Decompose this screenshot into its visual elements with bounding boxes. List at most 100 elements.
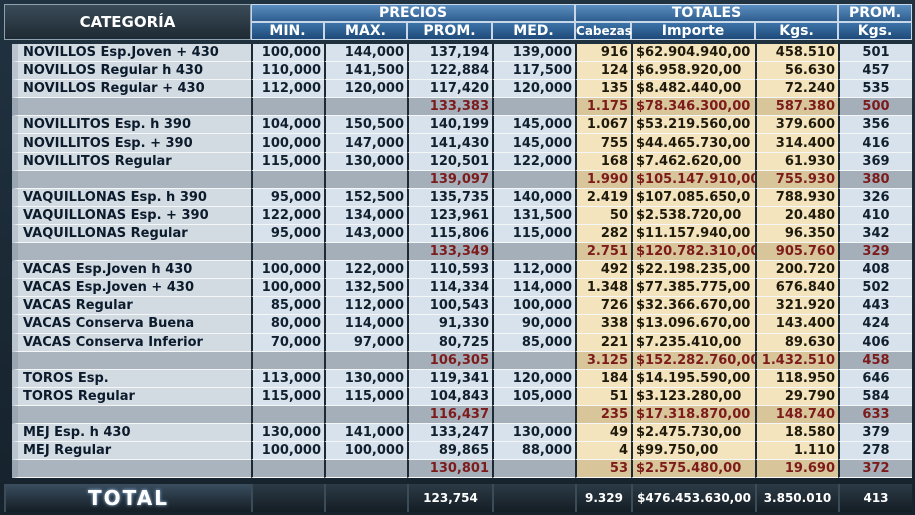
- cell-importe: $6.958.920,00: [631, 62, 755, 81]
- table-row: MEJ Regular 100,000 100,000 89,865 88,000 4 $9…: [12, 442, 912, 461]
- cell-max: [324, 405, 407, 424]
- cell-prom-kgs: 443: [838, 297, 912, 316]
- cell-cabezas: 184: [575, 369, 631, 388]
- cell-prom-kgs: 584: [838, 387, 912, 406]
- cell-kgs: 755.930: [755, 170, 838, 189]
- cell-prom-kgs: 372: [838, 460, 912, 479]
- cell-min: [251, 460, 324, 479]
- cell-cabezas: 1.990: [575, 170, 631, 189]
- cell-prom-kgs: 502: [838, 279, 912, 298]
- cell-cabezas: 51: [575, 387, 631, 406]
- cell-med: 115,000: [492, 224, 575, 244]
- cell-max: [324, 460, 407, 479]
- total-label: TOTAL: [4, 484, 251, 512]
- cell-min: 95,000: [251, 188, 324, 207]
- cell-categoria: MEJ Esp. h 430: [12, 423, 251, 443]
- cell-prom: 139,097: [407, 170, 492, 189]
- table-header: CATEGORÍA PRECIOS TOTALES PROM. MIN. MAX…: [4, 4, 913, 40]
- cell-prom: 100,543: [407, 297, 492, 316]
- cell-categoria: VACAS Conserva Buena: [12, 315, 251, 334]
- cell-prom: 115,806: [407, 224, 492, 244]
- cell-importe: $99.750,00: [631, 442, 755, 461]
- cell-max: 130,000: [324, 152, 407, 171]
- cell-cabezas: 916: [575, 44, 631, 63]
- cell-med: [492, 405, 575, 424]
- cell-prom-kgs: 424: [838, 315, 912, 334]
- cell-prom: 119,341: [407, 369, 492, 388]
- cell-med: [492, 170, 575, 189]
- cell-categoria: VAQUILLONAS Esp. + 390: [12, 206, 251, 225]
- table-row: NOVILLITOS Esp. + 390 100,000 147,000 141,4…: [12, 134, 912, 153]
- cell-importe: $7.462.620,00: [631, 152, 755, 171]
- cell-min: 100,000: [251, 442, 324, 461]
- cell-prom-kgs: 278: [838, 442, 912, 461]
- table-row: VACAS Conserva Buena 80,000 114,000 91,330 9…: [12, 315, 912, 334]
- cell-importe: $17.318.870,00: [631, 405, 755, 424]
- cell-categoria: NOVILLOS Esp.Joven + 430: [12, 44, 251, 63]
- table-row: NOVILLOS Regular h 430 110,000 141,500 122,…: [12, 62, 912, 81]
- cell-prom-kgs: 535: [838, 80, 912, 99]
- cell-cabezas: 755: [575, 134, 631, 153]
- cell-med: [492, 243, 575, 262]
- cell-importe: $152.282.760,00: [631, 351, 755, 370]
- cell-med: [492, 460, 575, 479]
- cell-min: 115,000: [251, 387, 324, 406]
- cell-max: 130,000: [324, 369, 407, 388]
- cell-min: 100,000: [251, 44, 324, 63]
- cell-max: 141,000: [324, 423, 407, 443]
- cell-med: 100,000: [492, 297, 575, 316]
- cell-importe: $107.085.650,0: [631, 188, 755, 207]
- table-row: VACAS Conserva Inferior 70,000 97,000 80,72…: [12, 333, 912, 352]
- header-prom: PROM.: [407, 22, 492, 40]
- cell-kgs: 458.510: [755, 44, 838, 63]
- cell-max: 150,500: [324, 116, 407, 135]
- cell-prom: 122,884: [407, 62, 492, 81]
- cell-kgs: 200.720: [755, 261, 838, 280]
- cell-med: 120,000: [492, 80, 575, 99]
- cell-importe: $2.475.730,00: [631, 423, 755, 443]
- cell-max: 132,500: [324, 279, 407, 298]
- cell-importe: $13.096.670,00: [631, 315, 755, 334]
- cell-min: 113,000: [251, 369, 324, 388]
- cell-kgs: 18.580: [755, 423, 838, 443]
- cell-min: 122,000: [251, 206, 324, 225]
- cell-med: 120,000: [492, 369, 575, 388]
- total-med: [492, 484, 575, 512]
- subtotal-row: 106,305 3.125 $152.282.760,00 1.432.510 458: [12, 351, 912, 370]
- cell-prom: 116,437: [407, 405, 492, 424]
- cell-med: [492, 98, 575, 117]
- cell-kgs: 19.690: [755, 460, 838, 479]
- cell-categoria: VACAS Regular: [12, 297, 251, 316]
- cell-cabezas: 726: [575, 297, 631, 316]
- cell-prom-kgs: 633: [838, 405, 912, 424]
- cell-max: 147,000: [324, 134, 407, 153]
- cell-cabezas: 4: [575, 442, 631, 461]
- cell-prom-kgs: 646: [838, 369, 912, 388]
- cell-prom: 106,305: [407, 351, 492, 370]
- cell-prom: 133,383: [407, 98, 492, 117]
- subtotal-row: 133,349 2.751 $120.782.310,00 905.760 329: [12, 243, 912, 262]
- cell-importe: $120.782.310,00: [631, 243, 755, 262]
- cell-prom: 91,330: [407, 315, 492, 334]
- cell-prom: 133,349: [407, 243, 492, 262]
- cell-categoria: NOVILLOS Regular h 430: [12, 62, 251, 81]
- cell-med: 130,000: [492, 423, 575, 443]
- cell-importe: $3.123.280,00: [631, 387, 755, 406]
- cell-kgs: 72.240: [755, 80, 838, 99]
- table-row: VACAS Esp.Joven h 430 100,000 122,000 110,5…: [12, 261, 912, 280]
- cell-prom: 114,334: [407, 279, 492, 298]
- header-precios: PRECIOS: [251, 4, 576, 22]
- cell-min: 70,000: [251, 333, 324, 352]
- cell-prom: 117,420: [407, 80, 492, 99]
- header-min: MIN.: [251, 22, 324, 40]
- cell-categoria: [12, 351, 251, 370]
- cell-max: [324, 98, 407, 117]
- cell-max: 143,000: [324, 224, 407, 244]
- table-row: VAQUILLONAS Esp. h 390 95,000 152,500 135,7…: [12, 188, 912, 207]
- cell-cabezas: 168: [575, 152, 631, 171]
- cell-min: [251, 405, 324, 424]
- cell-categoria: VACAS Esp.Joven h 430: [12, 261, 251, 280]
- cell-prom-kgs: 342: [838, 224, 912, 244]
- cell-categoria: VAQUILLONAS Esp. h 390: [12, 188, 251, 207]
- cell-importe: $2.538.720,00: [631, 206, 755, 225]
